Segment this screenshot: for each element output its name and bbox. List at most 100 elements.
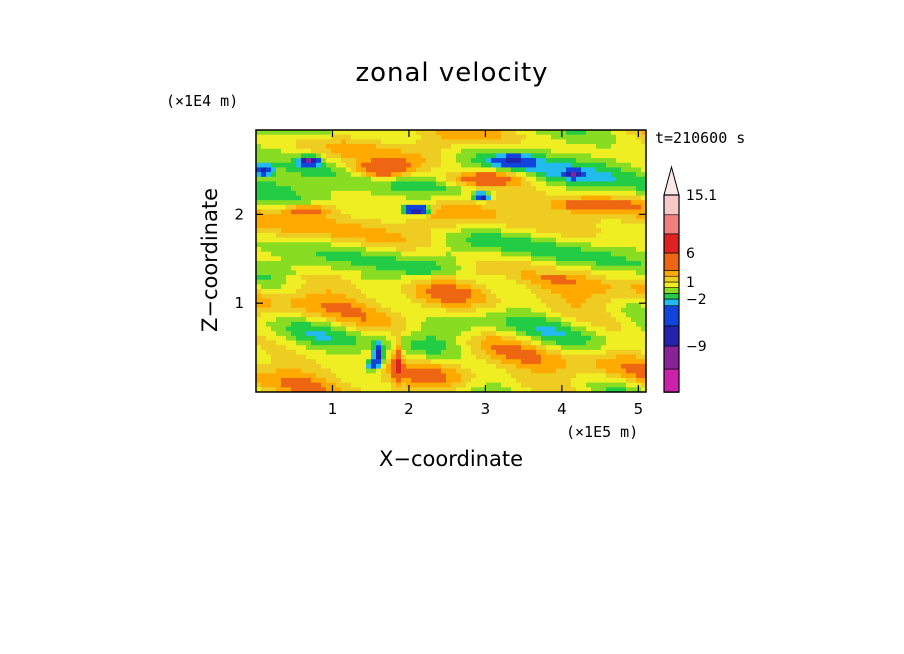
field-cell: [431, 270, 437, 276]
field-cell: [371, 373, 377, 379]
field-cell: [561, 270, 567, 276]
field-cell: [536, 335, 542, 342]
field-cell: [466, 167, 472, 173]
field-cell: [566, 237, 572, 243]
field-cell: [366, 232, 372, 239]
field-cell: [271, 139, 277, 145]
field-cell: [431, 148, 437, 154]
field-cell: [351, 176, 357, 183]
field-cell: [461, 349, 467, 356]
field-cell: [541, 223, 547, 229]
field-cell: [311, 134, 317, 140]
field-cell: [486, 228, 492, 234]
field-cell: [511, 204, 517, 211]
field-cell: [331, 176, 337, 183]
field-cell: [381, 363, 387, 370]
field-cell: [326, 368, 332, 374]
field-cell: [596, 321, 602, 328]
field-cell: [576, 200, 582, 206]
field-cell: [641, 181, 646, 187]
field-cell: [416, 134, 422, 140]
field-cell: [261, 256, 267, 262]
field-cell: [471, 261, 477, 267]
field-cell: [486, 289, 492, 295]
field-cell: [326, 228, 332, 234]
field-cell: [291, 317, 297, 323]
field-cell: [366, 130, 372, 136]
field-cell: [276, 223, 282, 229]
field-cell: [396, 158, 402, 164]
field-cell: [376, 228, 382, 234]
field-cell: [461, 387, 467, 392]
field-cell: [601, 186, 607, 192]
field-cell: [546, 387, 552, 392]
field-cell: [286, 284, 292, 290]
field-cell: [496, 144, 502, 150]
field-cell: [356, 331, 362, 337]
field-cell: [516, 232, 522, 239]
field-cell: [511, 279, 517, 285]
field-cell: [601, 275, 607, 281]
field-cell: [611, 270, 617, 276]
field-cell: [401, 158, 407, 164]
field-cell: [626, 359, 632, 365]
field-cell: [256, 363, 262, 370]
field-cell: [546, 232, 552, 239]
field-cell: [596, 373, 602, 379]
field-cell: [281, 200, 287, 206]
field-cell: [416, 354, 422, 360]
field-cell: [346, 340, 352, 346]
field-cell: [396, 223, 402, 229]
field-cell: [326, 200, 332, 206]
field-cell: [391, 134, 397, 140]
field-cell: [351, 172, 357, 178]
field-cell: [341, 251, 347, 257]
field-cell: [306, 289, 312, 295]
field-cell: [411, 158, 417, 164]
field-cell: [441, 158, 447, 164]
field-cell: [536, 331, 542, 337]
field-cell: [631, 382, 637, 388]
field-cell: [476, 345, 482, 351]
field-cell: [536, 195, 542, 201]
field-cell: [466, 307, 472, 314]
field-cell: [261, 303, 267, 309]
field-cell: [481, 275, 487, 281]
field-cell: [616, 162, 622, 169]
field-cell: [301, 373, 307, 379]
field-cell: [346, 363, 352, 370]
field-cell: [581, 284, 587, 290]
field-cell: [451, 139, 457, 145]
field-cell: [261, 153, 267, 159]
field-cell: [601, 373, 607, 379]
field-cell: [351, 303, 357, 309]
field-cell: [396, 335, 402, 342]
field-cell: [266, 345, 272, 351]
field-cell: [641, 359, 646, 365]
field-cell: [276, 261, 282, 267]
field-cell: [591, 153, 597, 159]
field-cell: [271, 172, 277, 178]
field-cell: [306, 363, 312, 370]
field-cell: [451, 162, 457, 169]
field-cell: [596, 181, 602, 187]
field-cell: [281, 275, 287, 281]
field-cell: [596, 349, 602, 356]
field-cell: [366, 363, 372, 370]
field-cell: [316, 321, 322, 328]
field-cell: [626, 167, 632, 173]
field-cell: [516, 172, 522, 178]
field-cell: [346, 232, 352, 239]
field-cell: [441, 176, 447, 183]
field-cell: [516, 181, 522, 187]
field-cell: [341, 293, 347, 300]
field-cell: [491, 228, 497, 234]
field-cell: [516, 373, 522, 379]
field-cell: [421, 158, 427, 164]
field-cell: [546, 317, 552, 323]
field-cell: [406, 228, 412, 234]
field-cell: [476, 237, 482, 243]
field-cell: [416, 139, 422, 145]
field-cell: [261, 335, 267, 342]
field-cell: [486, 307, 492, 314]
